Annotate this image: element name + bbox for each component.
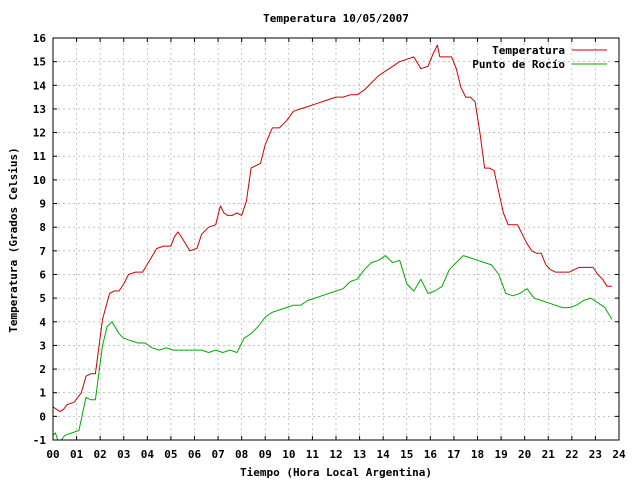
y-tick-label: 15 [33,56,46,69]
x-tick-label: 05 [164,448,177,461]
x-tick-label: 21 [542,448,556,461]
x-tick-label: 07 [211,448,224,461]
x-tick-label: 16 [424,448,438,461]
plot-frame [52,37,620,441]
y-tick-label: 3 [39,339,46,352]
x-tick-label: 11 [306,448,320,461]
y-tick-label: -1 [33,434,47,447]
series-line-punto-de-rocio [52,255,613,441]
y-tick-label: 7 [39,245,46,258]
x-tick-label: 09 [259,448,272,461]
ticks: 00 01 02 03 04 05 06 07 08 09 10 11 12 13 14 15 16 17 18 19… [33,32,626,461]
y-tick-label: 4 [39,316,46,329]
legend-label-temperatura: Temperatura [492,44,565,57]
x-tick-label: 06 [188,448,202,461]
series-layer [52,44,613,441]
x-tick-label: 04 [141,448,155,461]
x-tick-label: 10 [282,448,295,461]
x-tick-label: 00 [46,448,59,461]
x-tick-label: 02 [94,448,107,461]
x-tick-label: 01 [70,448,84,461]
y-tick-label: 11 [33,150,47,163]
series-line-temperatura [52,44,612,413]
y-tick-label: 6 [39,268,46,281]
y-tick-label: 12 [33,127,46,140]
y-tick-label: 5 [39,292,46,305]
x-tick-label: 23 [589,448,602,461]
x-tick-label: 12 [329,448,342,461]
grid [53,38,619,440]
y-tick-label: 2 [39,363,46,376]
x-tick-label: 15 [400,448,413,461]
y-tick-label: 16 [33,32,47,45]
chart-title: Temperatura 10/05/2007 [263,12,409,25]
y-tick-label: 9 [39,198,46,211]
y-axis-label: Temperatura (Grados Celsius) [7,147,20,332]
y-tick-label: 13 [33,103,46,116]
x-tick-label: 17 [447,448,460,461]
x-tick-label: 22 [565,448,578,461]
x-tick-label: 03 [117,448,130,461]
y-tick-label: 8 [39,221,46,234]
x-axis-label: Tiempo (Hora Local Argentina) [240,466,432,479]
x-tick-label: 08 [235,448,248,461]
x-tick-label: 20 [518,448,531,461]
x-tick-label: 19 [494,448,507,461]
y-tick-label: 10 [33,174,46,187]
y-tick-label: 14 [33,79,47,92]
x-tick-label: 14 [377,448,391,461]
legend-label-punto-de-rocio: Punto de Rocío [472,58,565,71]
x-tick-label: 13 [353,448,366,461]
y-tick-label: 1 [39,387,46,400]
x-tick-label: 18 [471,448,484,461]
x-tick-label: 24 [612,448,626,461]
y-tick-label: 0 [39,410,46,423]
